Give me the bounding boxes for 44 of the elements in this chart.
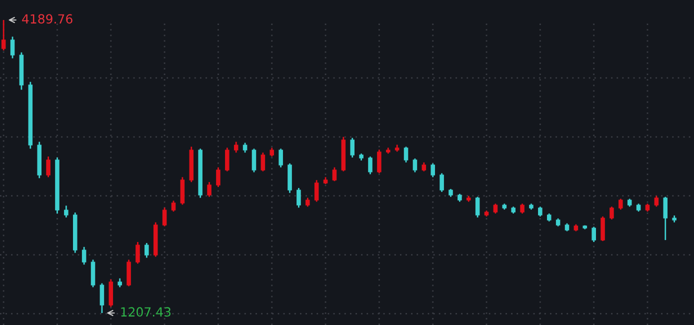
candlestick bbox=[600, 216, 605, 242]
candlestick bbox=[100, 282, 104, 314]
candlestick bbox=[225, 147, 230, 172]
candlestick bbox=[430, 162, 435, 178]
candlestick bbox=[493, 203, 498, 214]
candlestick bbox=[136, 241, 140, 264]
candlestick bbox=[654, 195, 659, 208]
candlestick bbox=[610, 206, 614, 220]
candlestick bbox=[314, 179, 319, 202]
candlestick bbox=[108, 278, 114, 308]
candlestick bbox=[520, 203, 524, 214]
candlestick bbox=[1, 20, 6, 52]
candlestick bbox=[144, 242, 149, 258]
candlestick bbox=[234, 141, 238, 154]
candlestick bbox=[260, 152, 266, 172]
candlestick bbox=[216, 166, 220, 188]
candlestick bbox=[82, 246, 86, 266]
candlestick bbox=[278, 148, 283, 168]
candlestick bbox=[332, 166, 337, 182]
candlestick bbox=[10, 36, 15, 59]
candlestick bbox=[618, 198, 623, 210]
candlestick bbox=[440, 172, 444, 193]
candlestick bbox=[64, 204, 68, 218]
candlestick bbox=[171, 200, 176, 212]
candlestick bbox=[377, 148, 382, 174]
candlestick bbox=[126, 259, 131, 287]
candlestick bbox=[592, 226, 596, 243]
candlestick bbox=[46, 156, 50, 178]
candlestick bbox=[180, 176, 185, 206]
candlestick bbox=[162, 206, 167, 227]
candlestick bbox=[350, 137, 355, 158]
candlestick bbox=[475, 196, 480, 218]
candlestick bbox=[252, 148, 256, 173]
candlestick bbox=[412, 158, 418, 173]
candlestick bbox=[404, 146, 408, 164]
candlestick bbox=[90, 259, 96, 288]
candlestick bbox=[242, 142, 248, 154]
candlestick bbox=[296, 187, 301, 208]
candlestick bbox=[538, 206, 542, 218]
candlestick bbox=[207, 181, 212, 198]
annotation: 1207.43 bbox=[121, 307, 171, 317]
candlestick bbox=[368, 156, 372, 175]
candlestick bbox=[663, 196, 668, 241]
annotation: 4189.76 bbox=[22, 14, 72, 24]
